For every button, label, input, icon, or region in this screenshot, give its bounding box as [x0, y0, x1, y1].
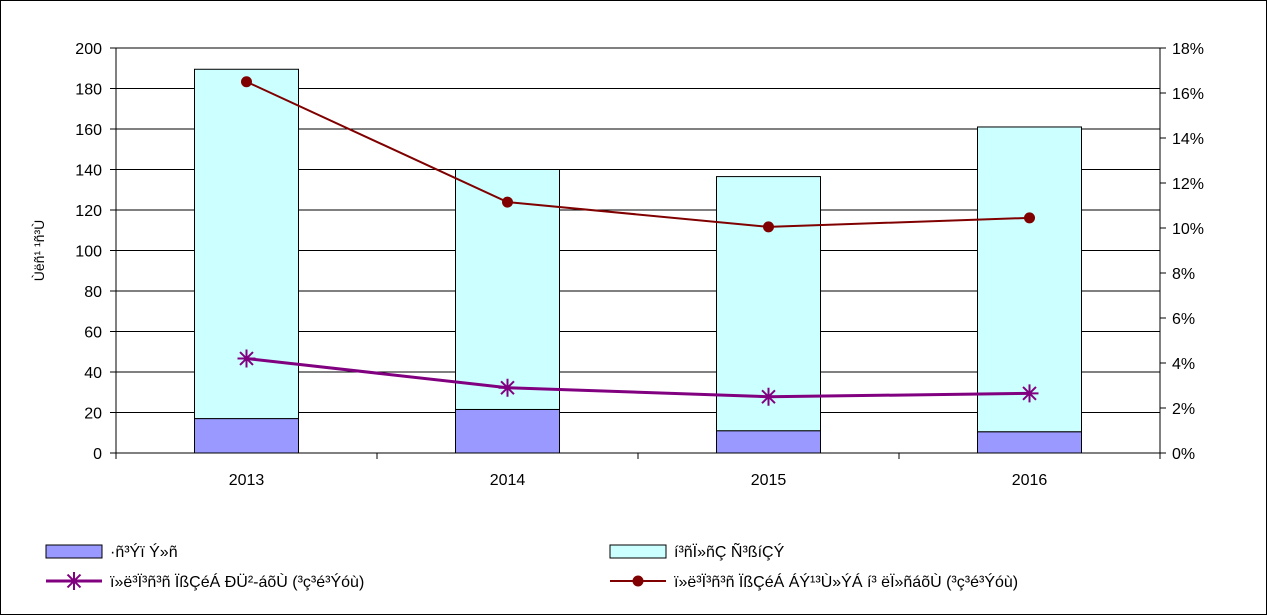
left-tick-label-20: 20: [84, 406, 102, 423]
left-tick-label-180: 180: [75, 82, 102, 99]
bar-1-2016: [977, 126, 1082, 433]
point-0-2016-stroke-3: [1022, 386, 1037, 401]
line-series: [237, 76, 1039, 406]
bar-1-2014: [455, 169, 560, 410]
right-tick-label-18%: 18%: [1172, 41, 1204, 58]
x-tick-label-2015: 2015: [751, 472, 787, 489]
legend-entry-2: ï»ë³Ï³ñ³ñ ÏßÇéÁ ÐÜ²-áõÙ (³ç³é³Ýóù): [46, 572, 364, 591]
right-tick-label-16%: 16%: [1172, 86, 1204, 103]
point-0-2015: [759, 387, 778, 406]
y-axis-title: Ùëñ¹ ¹ñ³Ù: [31, 220, 47, 281]
point-1-2016: [1024, 212, 1035, 224]
point-0-2015-stroke-3: [761, 389, 776, 404]
left-tick-label-200: 200: [75, 41, 102, 58]
axes: 0 20 40 60 80 100 120 140 160 180 200 0% 2% 4% 6% 8% 10%…: [31, 41, 1204, 489]
point-0-2013: [237, 349, 256, 368]
bar-0-2014: [455, 408, 560, 454]
bar-0-2016: [977, 431, 1082, 454]
legend-swatch-1: [609, 544, 667, 559]
point-1-2013: [241, 76, 252, 88]
legend-entry-1: í³ñÏ»ñÇ Ñ³ßíÇÝ: [609, 541, 785, 561]
right-tick-label-6%: 6%: [1172, 311, 1195, 328]
left-tick-label-80: 80: [84, 284, 102, 301]
right-tick-label-14%: 14%: [1172, 131, 1204, 148]
left-tick-label-40: 40: [84, 365, 102, 382]
legend-label-2: ï»ë³Ï³ñ³ñ ÏßÇéÁ ÐÜ²-áõÙ (³ç³é³Ýóù): [110, 572, 364, 591]
x-tick-label-2016: 2016: [1012, 472, 1048, 489]
legend: ·ñ³Ýï Ý»ñ í³ñÏ»ñÇ Ñ³ßíÇÝ ï»ë³Ï³ñ³ñ ÏßÇéÁ Ð…: [45, 541, 1018, 591]
x-tick-label-2013: 2013: [229, 472, 265, 489]
legend-marker-2: [65, 572, 83, 590]
right-tick-label-2%: 2%: [1172, 401, 1195, 418]
legend-swatch-0: [45, 544, 103, 559]
left-tick-label-100: 100: [75, 244, 102, 261]
legend-marker-3: [632, 575, 644, 587]
left-tick-label-140: 140: [75, 163, 102, 180]
line-1: [246, 80, 1030, 228]
legend-label-1: í³ñÏ»ñÇ Ñ³ßíÇÝ: [674, 541, 785, 561]
point-1-2015: [763, 221, 774, 233]
right-tick-label-4%: 4%: [1172, 356, 1195, 373]
point-0-2013-stroke-3: [239, 351, 254, 366]
x-tick-label-2014: 2014: [490, 472, 526, 489]
legend-entry-3: ï»ë³Ï³ñ³ñ ÏßÇéÁ ÁÝ¹³Ù»ÝÁ í³ ëÏ»ñáõÙ (³ç³…: [610, 572, 1018, 591]
left-tick-label-160: 160: [75, 122, 102, 139]
right-tick-label-12%: 12%: [1172, 176, 1204, 193]
point-0-2016: [1020, 384, 1039, 403]
line-0: [246, 357, 1030, 399]
point-0-2014: [498, 378, 517, 397]
left-tick-label-60: 60: [84, 325, 102, 342]
right-tick-label-8%: 8%: [1172, 266, 1195, 283]
left-tick-label-0: 0: [93, 446, 102, 463]
point-0-2014-stroke-3: [500, 380, 515, 395]
legend-label-3: ï»ë³Ï³ñ³ñ ÏßÇéÁ ÁÝ¹³Ù»ÝÁ í³ ëÏ»ñáõÙ (³ç³…: [674, 572, 1018, 591]
point-1-2014: [502, 196, 513, 208]
left-tick-label-120: 120: [75, 203, 102, 220]
legend-marker-2-stroke-3: [66, 573, 82, 589]
legend-label-0: ·ñ³Ýï Ý»ñ: [110, 542, 178, 561]
right-tick-label-10%: 10%: [1172, 221, 1204, 238]
bar-0-2015: [716, 430, 821, 454]
right-tick-label-0%: 0%: [1172, 446, 1195, 463]
legend-entry-0: ·ñ³Ýï Ý»ñ: [45, 542, 178, 561]
bar-0-2013: [194, 418, 299, 454]
